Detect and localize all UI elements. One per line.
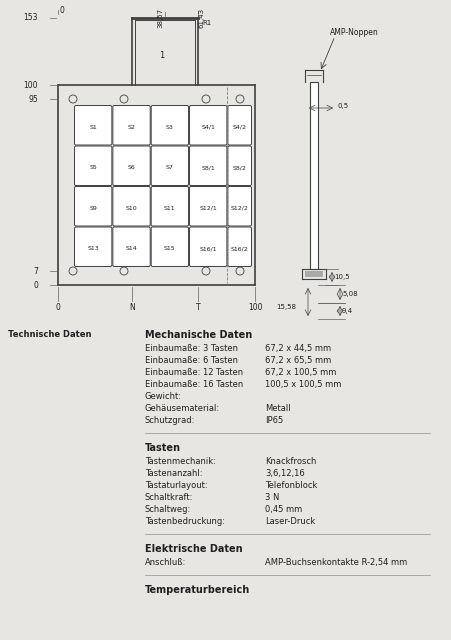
FancyBboxPatch shape (189, 186, 226, 226)
Text: 67,2 x 44,5 mm: 67,2 x 44,5 mm (264, 344, 331, 353)
Text: S13: S13 (87, 246, 99, 251)
FancyBboxPatch shape (151, 186, 188, 226)
FancyBboxPatch shape (227, 227, 251, 266)
Text: 0,45 mm: 0,45 mm (264, 505, 302, 514)
FancyBboxPatch shape (189, 227, 226, 266)
Text: Elektrische Daten: Elektrische Daten (145, 544, 242, 554)
Text: 15,58: 15,58 (276, 304, 295, 310)
Text: S10: S10 (125, 205, 137, 211)
FancyBboxPatch shape (189, 106, 226, 145)
Text: Tastenanzahl:: Tastenanzahl: (145, 469, 202, 478)
Text: S14: S14 (125, 246, 137, 251)
Text: 61,43: 61,43 (198, 8, 205, 28)
Text: N: N (129, 303, 134, 312)
Text: S12/2: S12/2 (230, 205, 248, 211)
Text: 0,5: 0,5 (337, 103, 348, 109)
Text: Schaltkraft:: Schaltkraft: (145, 493, 193, 502)
Text: Einbaumaße: 12 Tasten: Einbaumaße: 12 Tasten (145, 368, 243, 377)
Text: Knackfrosch: Knackfrosch (264, 457, 316, 466)
Text: Laser-Druck: Laser-Druck (264, 517, 314, 526)
Text: 0: 0 (33, 280, 38, 289)
Text: Gewicht:: Gewicht: (145, 392, 182, 401)
Text: Einbaumaße: 6 Tasten: Einbaumaße: 6 Tasten (145, 356, 238, 365)
Text: 0: 0 (55, 303, 60, 312)
FancyBboxPatch shape (227, 186, 251, 226)
Text: Anschluß:: Anschluß: (145, 558, 186, 567)
FancyBboxPatch shape (227, 146, 251, 186)
Text: Einbaumaße: 3 Tasten: Einbaumaße: 3 Tasten (145, 344, 238, 353)
Bar (309, 82, 318, 269)
Text: Einbaumaße: 16 Tasten: Einbaumaße: 16 Tasten (145, 380, 243, 389)
Text: 100: 100 (23, 81, 38, 90)
Text: S1: S1 (89, 125, 97, 129)
Text: 1: 1 (159, 51, 164, 61)
FancyBboxPatch shape (74, 106, 111, 145)
Text: S15: S15 (164, 246, 175, 251)
FancyBboxPatch shape (113, 106, 150, 145)
Text: Metall: Metall (264, 404, 290, 413)
Text: S11: S11 (164, 205, 175, 211)
Text: Gehäusematerial:: Gehäusematerial: (145, 404, 220, 413)
Text: IP65: IP65 (264, 416, 283, 425)
Text: S7: S7 (166, 165, 174, 170)
Text: S16/2: S16/2 (230, 246, 248, 251)
Text: S5: S5 (89, 165, 97, 170)
Text: Tastenbedruckung:: Tastenbedruckung: (145, 517, 225, 526)
Text: S2: S2 (127, 125, 135, 129)
FancyBboxPatch shape (74, 227, 111, 266)
Text: S12/1: S12/1 (199, 205, 216, 211)
Text: 7: 7 (33, 266, 38, 275)
FancyBboxPatch shape (151, 106, 188, 145)
Text: Tastenmechanik:: Tastenmechanik: (145, 457, 216, 466)
Text: 0: 0 (60, 6, 65, 15)
Text: R1: R1 (202, 20, 211, 26)
FancyBboxPatch shape (113, 227, 150, 266)
Text: 95: 95 (28, 95, 38, 104)
Text: S8/2: S8/2 (232, 165, 246, 170)
Text: S8/1: S8/1 (201, 165, 215, 170)
Text: Schutzgrad:: Schutzgrad: (145, 416, 195, 425)
Text: Technische Daten: Technische Daten (8, 330, 91, 339)
FancyBboxPatch shape (227, 106, 251, 145)
Text: 100: 100 (247, 303, 262, 312)
FancyBboxPatch shape (74, 186, 111, 226)
Text: AMP-Noppen: AMP-Noppen (329, 28, 378, 37)
Text: S9: S9 (89, 205, 97, 211)
Text: S16/1: S16/1 (199, 246, 216, 251)
Text: 153: 153 (23, 13, 38, 22)
Text: S6: S6 (127, 165, 135, 170)
FancyBboxPatch shape (151, 227, 188, 266)
Text: 5,08: 5,08 (341, 291, 357, 297)
Text: 67,2 x 65,5 mm: 67,2 x 65,5 mm (264, 356, 331, 365)
Text: Tasten: Tasten (145, 443, 180, 453)
Text: S3: S3 (166, 125, 174, 129)
Text: T: T (195, 303, 200, 312)
FancyBboxPatch shape (189, 146, 226, 186)
Bar (304, 271, 322, 277)
Text: 3,6,12,16: 3,6,12,16 (264, 469, 304, 478)
Text: 100,5 x 100,5 mm: 100,5 x 100,5 mm (264, 380, 341, 389)
Text: Tastaturlayout:: Tastaturlayout: (145, 481, 207, 490)
Text: S4/1: S4/1 (201, 125, 215, 129)
Text: 3 N: 3 N (264, 493, 279, 502)
Text: Temperaturbereich: Temperaturbereich (145, 585, 250, 595)
Text: 9,4: 9,4 (341, 308, 352, 314)
FancyBboxPatch shape (151, 146, 188, 186)
Text: 38,57: 38,57 (156, 8, 163, 28)
Text: 10,5: 10,5 (333, 274, 349, 280)
Text: Telefonblock: Telefonblock (264, 481, 317, 490)
FancyBboxPatch shape (113, 146, 150, 186)
Text: 67,2 x 100,5 mm: 67,2 x 100,5 mm (264, 368, 336, 377)
FancyBboxPatch shape (74, 146, 111, 186)
Text: Schaltweg:: Schaltweg: (145, 505, 191, 514)
Text: Mechanische Daten: Mechanische Daten (145, 330, 252, 340)
Text: S4/2: S4/2 (232, 125, 246, 129)
FancyBboxPatch shape (113, 186, 150, 226)
Text: AMP-Buchsenkontakte R-2,54 mm: AMP-Buchsenkontakte R-2,54 mm (264, 558, 406, 567)
